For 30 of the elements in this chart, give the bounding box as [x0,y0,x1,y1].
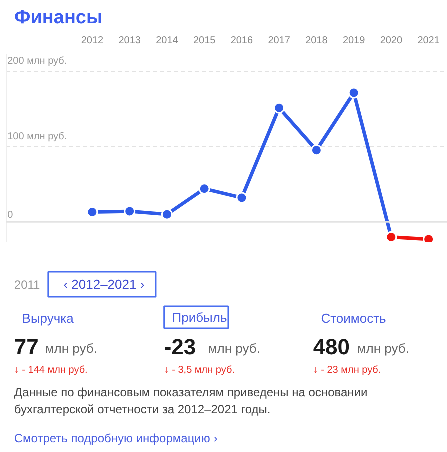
chart-title: Финансы [14,8,103,28]
y-tick-label: 200 млн руб. [8,56,68,68]
text: ↓ - 144 млн руб. [14,365,88,376]
x-tick-label: 2015 [193,36,216,46]
x-tick-label: 2021 [418,36,440,46]
y-tick-label: 100 млн руб. [8,132,68,143]
x-tick-label: 2013 [118,36,142,46]
x-tick-label: 2018 [306,36,328,46]
text: Выручка [22,311,75,326]
text: ↓ - 3,5 млн руб. [164,365,236,376]
text: Стоимость [321,311,387,326]
x-tick-label: 2012 [81,36,104,46]
text: 2011 [14,278,41,292]
text: млн руб. [45,341,98,356]
text: ‹ 2012–2021 › [64,277,145,292]
x-tick-label: 2016 [230,36,254,46]
text: Смотреть подробную информацию › [14,432,218,446]
x-tick-label: 2019 [342,36,366,46]
text: Прибыль [172,310,228,325]
text: -23 [164,334,196,360]
text: 77 [14,334,39,360]
y-tick-label: 0 [8,210,14,222]
text: ↓ - 23 млн руб. [313,365,382,376]
text: млн руб. [357,341,410,356]
x-tick-label: 2017 [268,36,291,46]
text: Данные по финансовым показателям приведены на основании бухгалтерской отчетности за 2012–2021 годы. [14,386,368,416]
x-tick-label: 2020 [380,36,403,46]
x-tick-label: 2014 [156,36,179,46]
text: млн руб. [208,341,260,356]
text: 480 [313,334,350,360]
